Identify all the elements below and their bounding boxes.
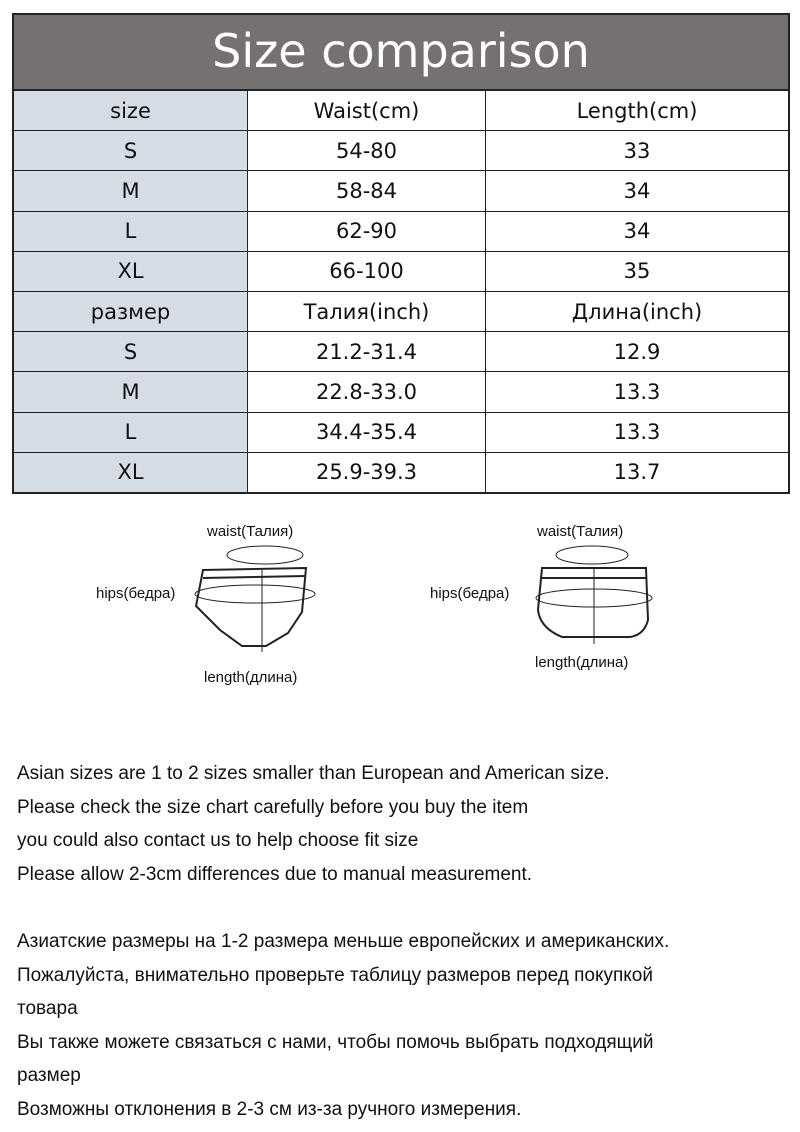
table-row: L 62-90 34 [14,211,788,252]
table-cell: размер [14,291,248,332]
table-cell: M [14,372,248,412]
table-cell: 58-84 [248,171,486,211]
table-cell: XL [14,452,248,492]
table-cell: 54-80 [248,131,486,171]
note-line: Вы также можете связаться с нами, чтобы … [17,1031,654,1053]
size-table: Size comparison size Waist(cm) Length(cm) S… [12,13,790,494]
table-cell: 35 [623,259,651,284]
boxer-briefs-icon [535,545,653,644]
table-cell: M [14,171,248,211]
table-cell: Талия(inch) [248,291,486,332]
table-row: M 22.8-33.0 13.3 [14,372,788,413]
briefs-icon [194,545,316,652]
note-line: размер [17,1065,81,1086]
table-cell: 66-100 [248,251,486,291]
table-row: M 58-84 34 [14,171,788,212]
table-cell: L [14,412,248,452]
table-cell: size [14,91,248,131]
table-cell: 22.8-33.0 [248,372,486,412]
table-cell: 12.9 [613,339,661,364]
note-line: you could also contact us to help choose… [17,830,419,851]
waist-label-2: waist(Талия) [537,523,624,540]
length-label-2: length(длина) [535,654,629,671]
table-cell: 21.2-31.4 [248,332,486,372]
table-row: XL 25.9-39.3 13.7 [14,452,788,492]
table-cell: 13.3 [613,379,661,404]
table-cell: 34 [623,178,651,203]
table-cell: 25.9-39.3 [248,452,486,492]
table-cell: Длина(inch) [571,299,703,324]
table-cell: 13.7 [613,460,661,485]
table-cell: 13.3 [613,420,661,445]
table-cell: S [14,332,248,372]
note-line: Возможны отклонения в 2-3 см из-за ручно… [17,1098,522,1120]
table-cell: 33 [623,138,651,163]
table-cell: 34.4-35.4 [248,412,486,452]
table-cell: XL [14,251,248,291]
table-cell: Waist(cm) [248,91,486,131]
table-row: XL 66-100 35 [14,251,788,292]
hips-label-2: hips(бедра) [430,585,510,602]
note-line: Please allow 2-3cm differences due to ma… [17,863,533,885]
table-cell: L [14,211,248,251]
table-cell: S [14,131,248,171]
waist-label: waist(Талия) [207,523,294,540]
table-row: L 34.4-35.4 13.3 [14,412,788,453]
table-row: S 21.2-31.4 12.9 [14,332,788,373]
note-line: Азиатские размеры на 1-2 размера меньше … [17,931,670,952]
note-line: Please check the size chart carefully be… [17,796,529,818]
table-row: S 54-80 33 [14,131,788,172]
table-title: Size comparison [14,15,788,91]
header-row: размер Талия(inch) Длина(inch) [14,291,788,333]
table-cell: 34 [623,219,651,244]
table-cell: Length(cm) [576,98,698,123]
note-line: Asian sizes are 1 to 2 sizes smaller tha… [17,763,610,784]
length-label: length(длина) [204,669,298,686]
header-row: size Waist(cm) Length(cm) [14,91,788,132]
note-line: товара [17,998,78,1019]
hips-label: hips(бедра) [96,585,176,602]
note-line: Пожалуйста, внимательно проверьте таблиц… [17,964,653,986]
table-cell: 62-90 [248,211,486,251]
